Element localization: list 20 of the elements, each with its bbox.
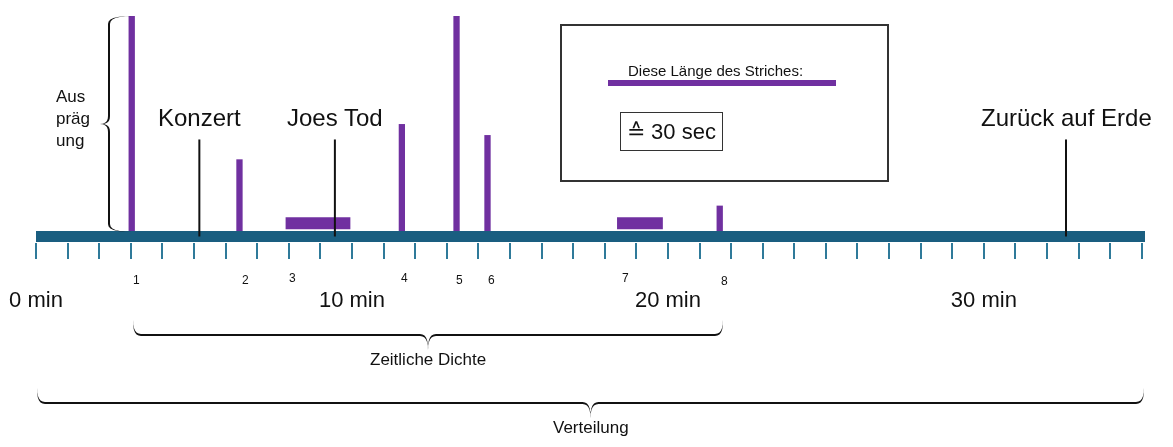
text: 1 [133, 273, 140, 287]
ref-line-label: Zurück auf Erde [981, 104, 1152, 131]
text: 7 [622, 271, 629, 285]
annotation: ≙ 30 sec [627, 119, 716, 144]
x-tick-label: 20 min [634, 287, 701, 313]
text: Verteilung [553, 418, 629, 437]
text: Zeitliche Dichte [370, 350, 487, 369]
annotation: Diese Länge des Striches: [628, 62, 804, 79]
text: 3 [289, 271, 296, 285]
x-tick-label: 0 min [9, 287, 63, 313]
x-tick-label: 10 min [318, 287, 385, 313]
text: 4 [401, 271, 408, 285]
ref-line-label: Joes Tod [287, 104, 383, 131]
ref-line-label: Konzert [158, 104, 242, 131]
text: 6 [488, 273, 495, 287]
annotation: Aus präg ung [56, 87, 91, 151]
text: 2 [242, 273, 249, 287]
text: 5 [456, 273, 463, 287]
x-tick-label: 30 min [950, 287, 1017, 313]
text: 8 [721, 274, 728, 288]
